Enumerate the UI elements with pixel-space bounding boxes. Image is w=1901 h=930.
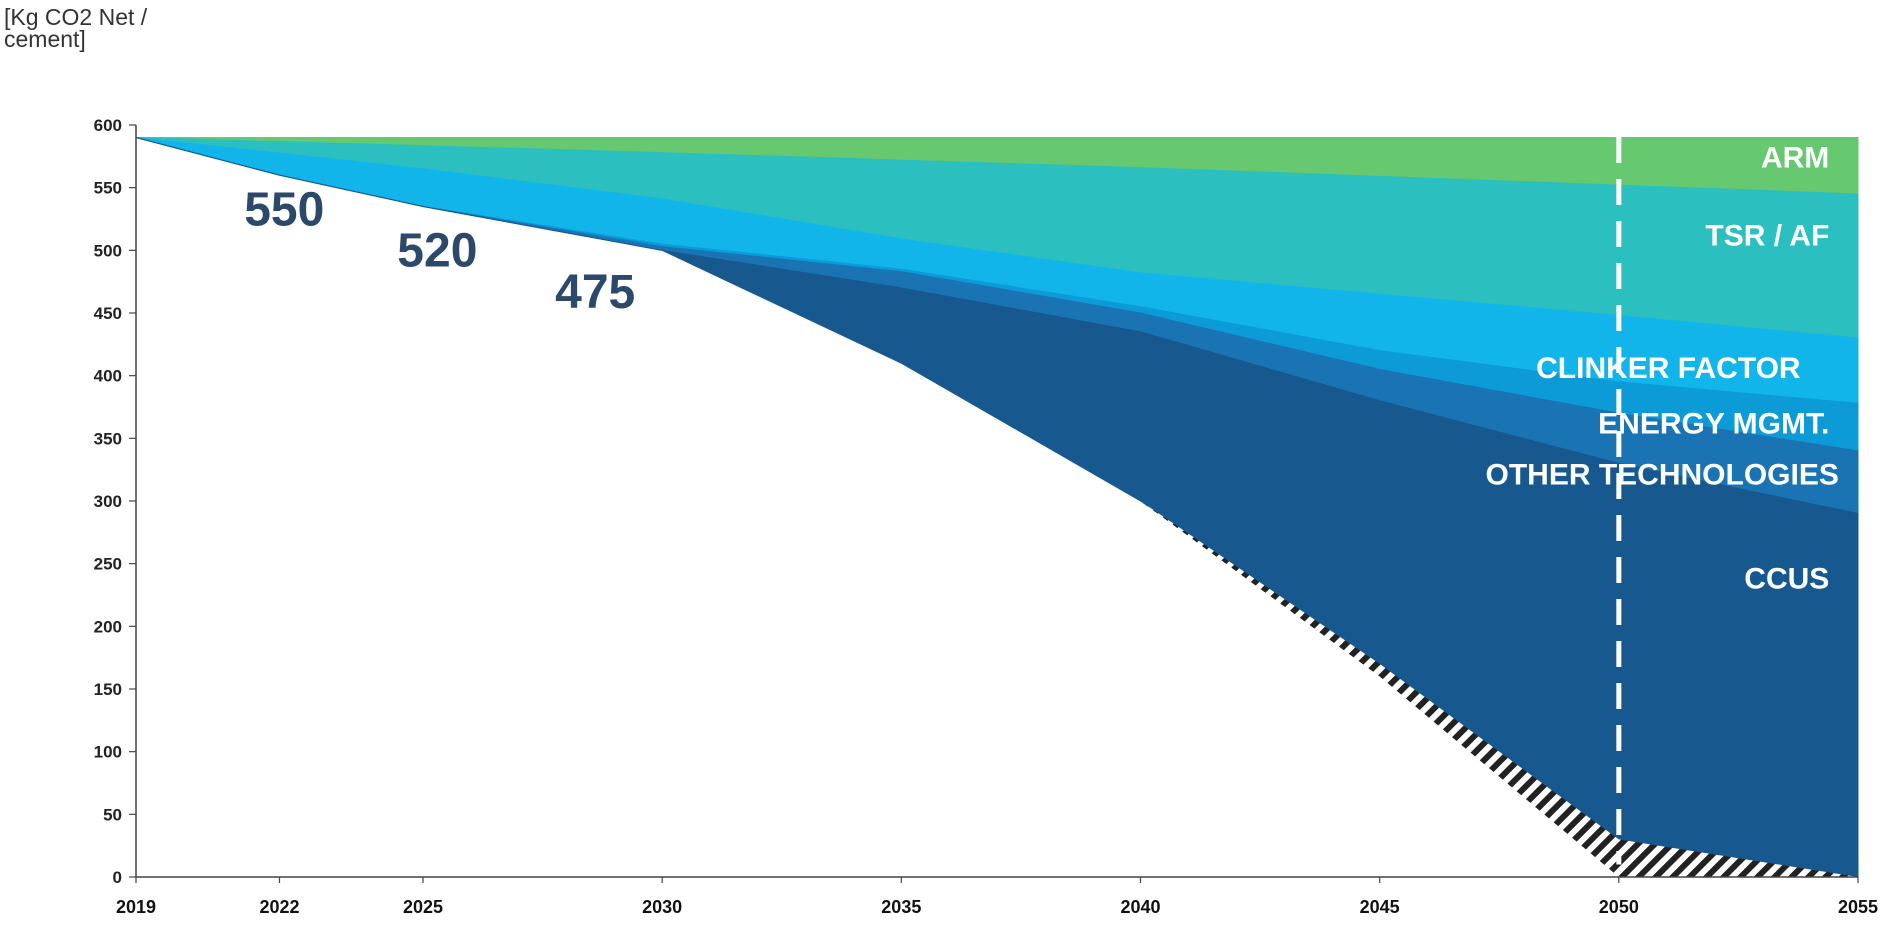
y-tick-label: 250 — [94, 555, 122, 574]
layer-label-clinker-factor: CLINKER FACTOR — [1536, 352, 1801, 385]
area-ccus — [135, 137, 1859, 878]
layer-label-energy-mgmt: ENERGY MGMT. — [1598, 407, 1829, 440]
y-tick-label: 0 — [113, 868, 122, 887]
x-tick-label: 2045 — [1360, 897, 1400, 917]
layer-label-ccus: CCUS — [1744, 563, 1829, 596]
y-tick-label: 500 — [94, 241, 122, 260]
x-tick-label: 2019 — [116, 897, 156, 917]
y-tick-label: 350 — [94, 429, 122, 448]
layer-label-other-technologies: OTHER TECHNOLOGIES — [1486, 459, 1839, 492]
y-tick-label: 600 — [94, 116, 122, 135]
y-tick-label: 300 — [94, 492, 122, 511]
layer-label-tsr-af: TSR / AF — [1705, 219, 1829, 252]
x-tick-label: 2035 — [881, 897, 921, 917]
x-tick-label: 2022 — [259, 897, 299, 917]
y-tick-label: 450 — [94, 304, 122, 323]
y-tick-label: 50 — [103, 805, 122, 824]
x-tick-label: 2025 — [403, 897, 443, 917]
x-tick-label: 2040 — [1120, 897, 1160, 917]
y-tick-label: 100 — [94, 743, 122, 762]
y-tick-label: 150 — [94, 680, 122, 699]
x-tick-label: 2055 — [1838, 897, 1878, 917]
y-tick-label: 550 — [94, 179, 122, 198]
y-axis-label: [Kg CO2 Net / cement] — [4, 4, 148, 52]
milestone-label-520: 520 — [397, 225, 477, 278]
x-tick-label: 2050 — [1599, 897, 1639, 917]
y-tick-label: 400 — [94, 367, 122, 386]
milestone-label-550: 550 — [244, 183, 324, 236]
x-tick-label: 2030 — [642, 897, 682, 917]
y-tick-label: 200 — [94, 617, 122, 636]
milestone-label-475: 475 — [555, 266, 635, 319]
layer-label-arm: ARM — [1761, 142, 1829, 175]
